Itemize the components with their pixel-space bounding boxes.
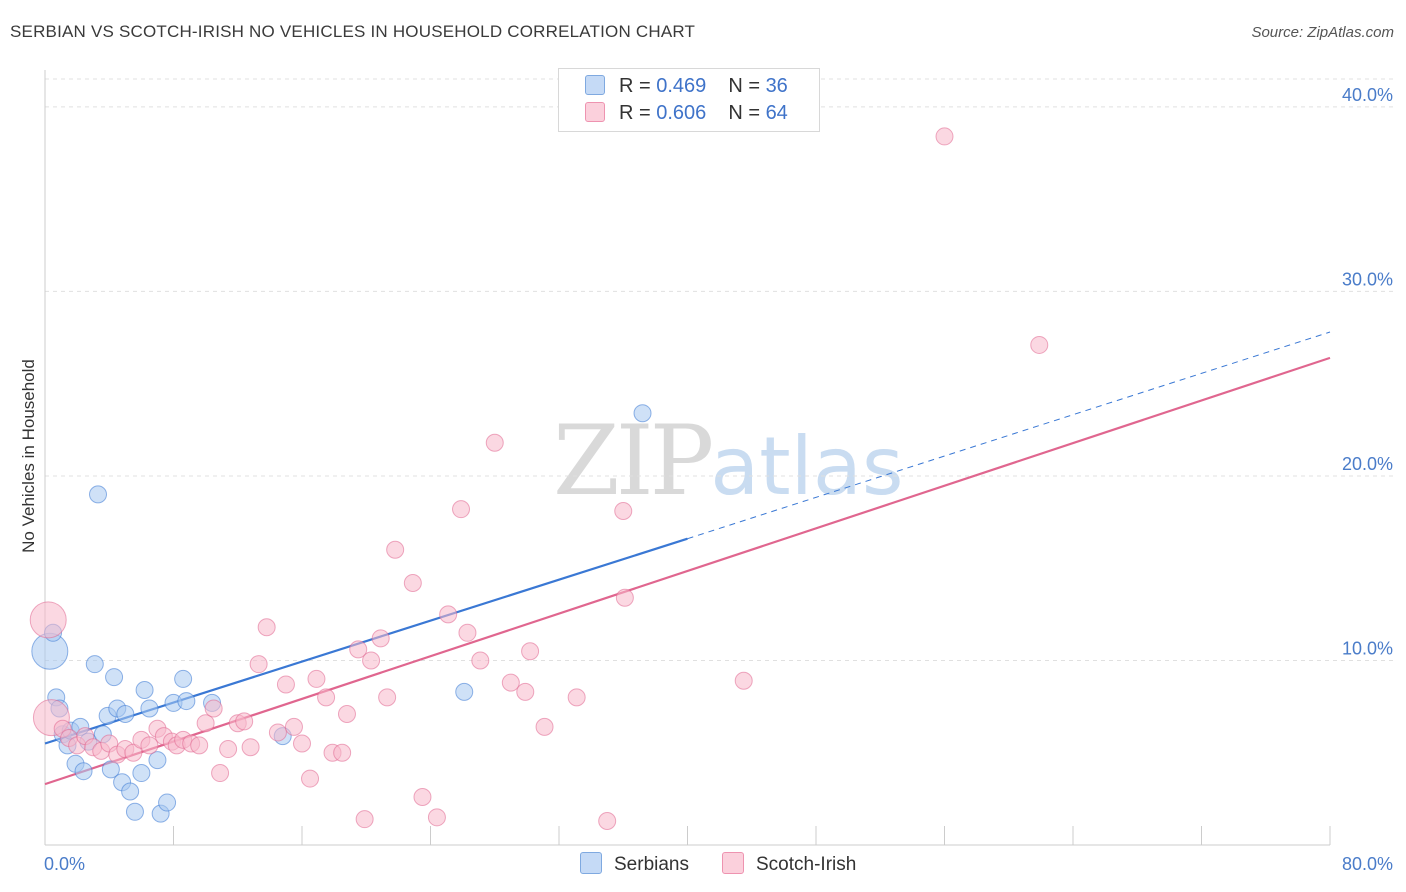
data-point — [284, 717, 303, 736]
x-tick-label-min: 0.0% — [44, 854, 85, 874]
legend-n-value: 64 — [765, 102, 788, 124]
data-point — [501, 673, 520, 692]
data-point — [268, 723, 287, 742]
data-point — [337, 704, 356, 723]
data-point — [132, 764, 151, 783]
data-point — [349, 640, 368, 659]
data-point — [452, 500, 471, 519]
legend-row-scotch-irish: R = 0.606 N = 64 — [585, 102, 788, 126]
data-point — [455, 682, 474, 701]
series-swatch-serbians — [580, 852, 602, 874]
data-point — [235, 712, 254, 731]
y-tick-label: 40.0% — [1342, 85, 1393, 105]
legend-n-label: N = — [728, 102, 766, 124]
data-point — [427, 808, 446, 827]
chart-title: SERBIAN VS SCOTCH-IRISH NO VEHICLES IN H… — [10, 22, 696, 41]
data-point — [535, 717, 554, 736]
legend-n-value: 36 — [765, 75, 788, 97]
data-point — [148, 751, 167, 770]
data-point — [293, 734, 311, 753]
legend-r-label: R = — [619, 102, 657, 124]
data-point — [317, 688, 336, 707]
data-point — [249, 655, 268, 674]
data-point — [598, 812, 617, 831]
trendline-serbians — [44, 537, 688, 745]
y-tick-label: 20.0% — [1342, 454, 1393, 474]
legend-r-value: 0.469 — [656, 75, 707, 97]
data-point — [362, 651, 381, 670]
data-point — [614, 502, 633, 521]
data-point — [615, 588, 634, 607]
data-point — [211, 764, 230, 783]
legend-n-label: N = — [728, 75, 766, 97]
data-point — [29, 601, 67, 639]
data-point — [177, 692, 196, 711]
correlation-legend: R = 0.469 N = 36 R = 0.606 N = 64 — [558, 68, 820, 132]
data-point — [1030, 335, 1049, 354]
source-credit: Source: ZipAtlas.com — [1251, 24, 1394, 41]
data-point — [485, 433, 504, 452]
data-point — [204, 699, 223, 718]
data-point — [158, 793, 177, 812]
series-name-serbians: Serbians — [614, 854, 689, 875]
series-legend-scotch-irish[interactable]: Scotch-Irish — [722, 852, 856, 876]
data-point — [121, 782, 140, 801]
data-point — [371, 629, 390, 648]
legend-r-value: 0.606 — [656, 102, 707, 124]
series-legend: Serbians Scotch-Irish — [0, 852, 1406, 878]
data-point — [140, 736, 159, 755]
data-point — [458, 623, 477, 642]
data-point — [567, 688, 586, 707]
data-point — [439, 605, 458, 624]
data-point — [276, 675, 295, 694]
y-tick-label: 10.0% — [1342, 638, 1393, 658]
data-point — [257, 618, 276, 637]
data-point — [521, 642, 540, 661]
data-point — [241, 738, 260, 757]
legend-r-label: R = — [619, 75, 657, 97]
series-name-scotch-irish: Scotch-Irish — [756, 854, 857, 875]
x-tick-label-max: 80.0% — [1342, 854, 1393, 874]
data-point — [74, 762, 93, 781]
series-scotch-irish — [29, 127, 1049, 831]
data-point — [135, 681, 154, 699]
data-point — [935, 127, 954, 146]
data-point — [124, 743, 143, 762]
trendline-scotch-irish — [44, 356, 1331, 786]
legend-swatch-scotch-irish — [585, 102, 605, 122]
data-point — [89, 485, 108, 504]
data-point — [174, 669, 193, 688]
data-point — [125, 802, 144, 821]
trendline-extension-serbians — [687, 331, 1331, 540]
legend-row-serbians: R = 0.469 N = 36 — [585, 75, 788, 99]
data-point — [633, 404, 652, 423]
data-point — [105, 668, 124, 687]
data-points — [29, 127, 1049, 831]
data-point — [301, 769, 320, 788]
data-point — [219, 740, 238, 759]
y-tick-label: 30.0% — [1342, 269, 1393, 289]
data-point — [378, 688, 397, 707]
data-point — [196, 714, 215, 733]
data-point — [85, 655, 104, 674]
data-point — [734, 671, 753, 690]
data-point — [403, 573, 422, 592]
tick-labels: 10.0% 20.0% 30.0% 40.0% 0.0% 80.0% — [44, 85, 1393, 874]
series-legend-serbians[interactable]: Serbians — [580, 852, 689, 876]
series-swatch-scotch-irish — [722, 852, 744, 874]
data-point — [413, 788, 432, 807]
data-point — [471, 651, 490, 670]
data-point — [333, 743, 352, 762]
data-point — [307, 669, 326, 688]
gridlines — [45, 78, 1395, 661]
data-point — [386, 540, 405, 559]
y-axis-label: No Vehicles in Household — [19, 359, 38, 553]
data-point — [516, 682, 535, 701]
legend-swatch-serbians — [585, 75, 605, 95]
data-point — [190, 736, 209, 755]
data-point — [355, 810, 374, 829]
data-point — [140, 699, 159, 718]
data-point — [116, 704, 135, 723]
